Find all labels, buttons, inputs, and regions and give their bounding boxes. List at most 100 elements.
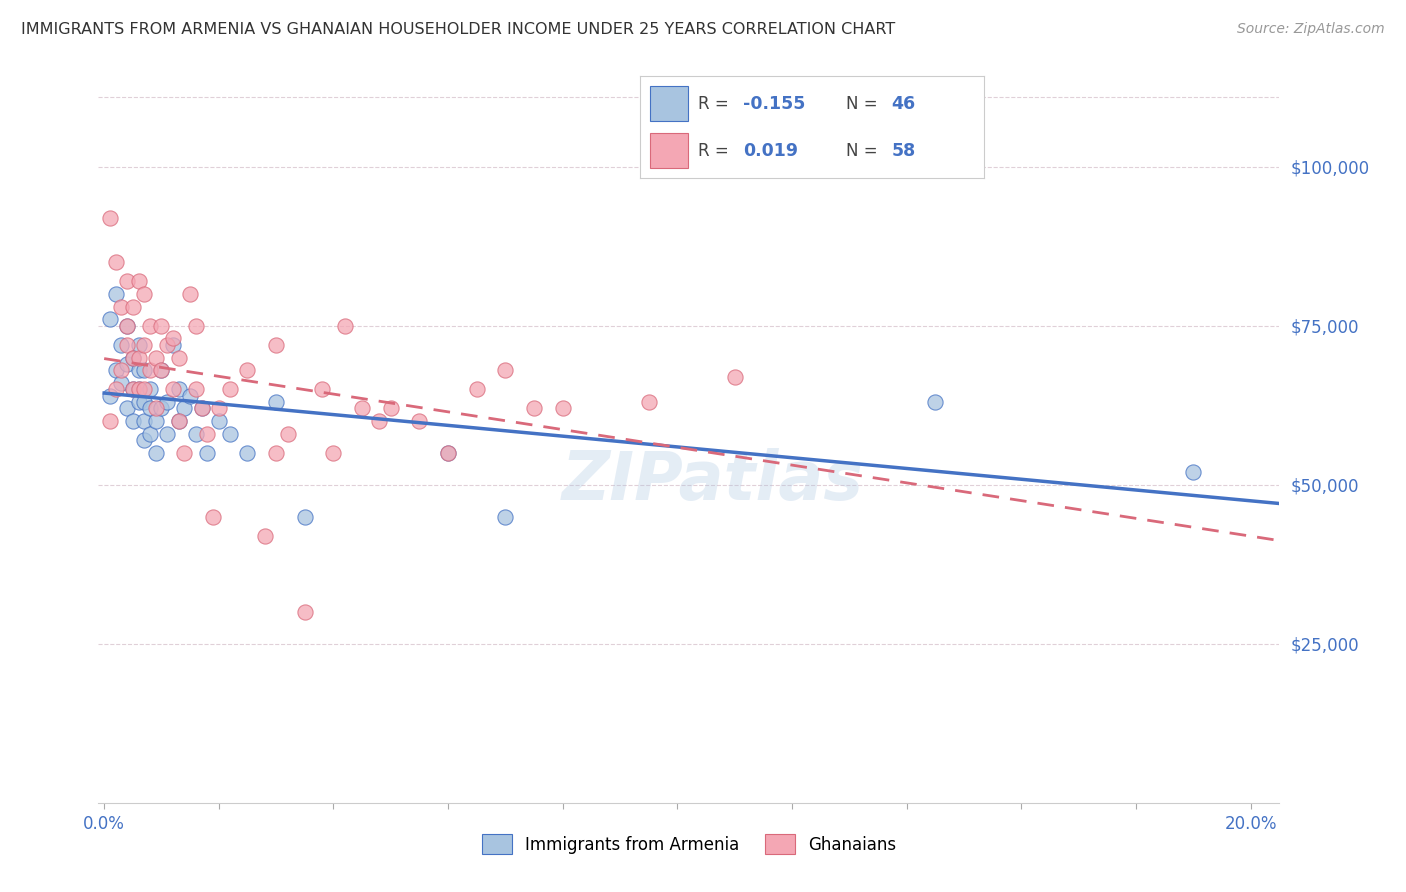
Point	[98, 211, 121, 225]
Point	[150, 363, 173, 377]
Point	[190, 401, 212, 416]
Point	[219, 383, 242, 397]
Text: R =: R =	[699, 95, 734, 112]
Point	[184, 426, 207, 441]
Point	[219, 426, 242, 441]
Point	[523, 401, 546, 416]
Point	[277, 426, 299, 441]
Point	[437, 446, 460, 460]
Point	[139, 426, 162, 441]
Point	[128, 363, 150, 377]
Point	[637, 395, 659, 409]
Point	[121, 383, 143, 397]
Point	[311, 383, 333, 397]
Point	[110, 376, 132, 390]
Point	[190, 401, 212, 416]
Point	[115, 318, 138, 333]
Point	[110, 300, 132, 314]
Legend: Immigrants from Armenia, Ghanaians: Immigrants from Armenia, Ghanaians	[475, 828, 903, 860]
Text: IMMIGRANTS FROM ARMENIA VS GHANAIAN HOUSEHOLDER INCOME UNDER 25 YEARS CORRELATIO: IMMIGRANTS FROM ARMENIA VS GHANAIAN HOUS…	[21, 22, 896, 37]
Point	[150, 318, 173, 333]
Point	[253, 529, 276, 543]
Point	[208, 414, 231, 428]
Text: 0.019: 0.019	[744, 142, 799, 160]
Point	[167, 383, 190, 397]
Point	[167, 351, 190, 365]
Point	[724, 369, 747, 384]
Point	[150, 401, 173, 416]
Point	[162, 331, 184, 345]
Point	[121, 383, 143, 397]
Point	[110, 338, 132, 352]
Point	[195, 446, 218, 460]
Text: Source: ZipAtlas.com: Source: ZipAtlas.com	[1237, 22, 1385, 37]
Point	[104, 363, 127, 377]
Point	[368, 414, 391, 428]
Point	[134, 338, 156, 352]
Point	[924, 395, 946, 409]
Point	[121, 351, 143, 365]
Point	[145, 414, 167, 428]
Point	[134, 434, 156, 448]
Point	[145, 351, 167, 365]
Point	[121, 351, 143, 365]
Point	[322, 446, 344, 460]
Text: N =: N =	[846, 95, 883, 112]
Point	[128, 338, 150, 352]
Point	[115, 318, 138, 333]
Point	[134, 395, 156, 409]
Point	[352, 401, 374, 416]
Point	[380, 401, 402, 416]
Point	[156, 338, 179, 352]
Point	[408, 414, 430, 428]
Text: 58: 58	[891, 142, 915, 160]
Point	[1182, 465, 1205, 479]
Point	[139, 401, 162, 416]
Point	[495, 363, 517, 377]
Point	[156, 395, 179, 409]
Point	[128, 383, 150, 397]
Point	[139, 383, 162, 397]
Point	[104, 383, 127, 397]
Point	[115, 357, 138, 371]
Point	[115, 338, 138, 352]
Point	[236, 363, 259, 377]
Point	[139, 318, 162, 333]
Point	[465, 383, 488, 397]
Point	[437, 446, 460, 460]
Point	[145, 401, 167, 416]
Point	[156, 426, 179, 441]
Point	[115, 274, 138, 288]
Point	[128, 383, 150, 397]
Point	[98, 389, 121, 403]
Point	[162, 338, 184, 352]
Point	[128, 351, 150, 365]
Point	[121, 414, 143, 428]
Point	[551, 401, 574, 416]
Text: -0.155: -0.155	[744, 95, 806, 112]
Point	[104, 287, 127, 301]
Point	[139, 363, 162, 377]
Point	[264, 338, 287, 352]
Bar	[650, 87, 688, 121]
Point	[179, 287, 201, 301]
Point	[264, 395, 287, 409]
Point	[121, 300, 143, 314]
Point	[184, 383, 207, 397]
Point	[208, 401, 231, 416]
Point	[333, 318, 356, 333]
Point	[98, 414, 121, 428]
Point	[134, 363, 156, 377]
Text: R =: R =	[699, 142, 740, 160]
Bar	[650, 133, 688, 168]
Point	[495, 509, 517, 524]
Point	[294, 509, 316, 524]
Point	[202, 509, 225, 524]
Point	[134, 287, 156, 301]
Text: N =: N =	[846, 142, 883, 160]
Text: 46: 46	[891, 95, 915, 112]
Point	[128, 395, 150, 409]
Point	[162, 383, 184, 397]
Point	[134, 383, 156, 397]
Point	[184, 318, 207, 333]
